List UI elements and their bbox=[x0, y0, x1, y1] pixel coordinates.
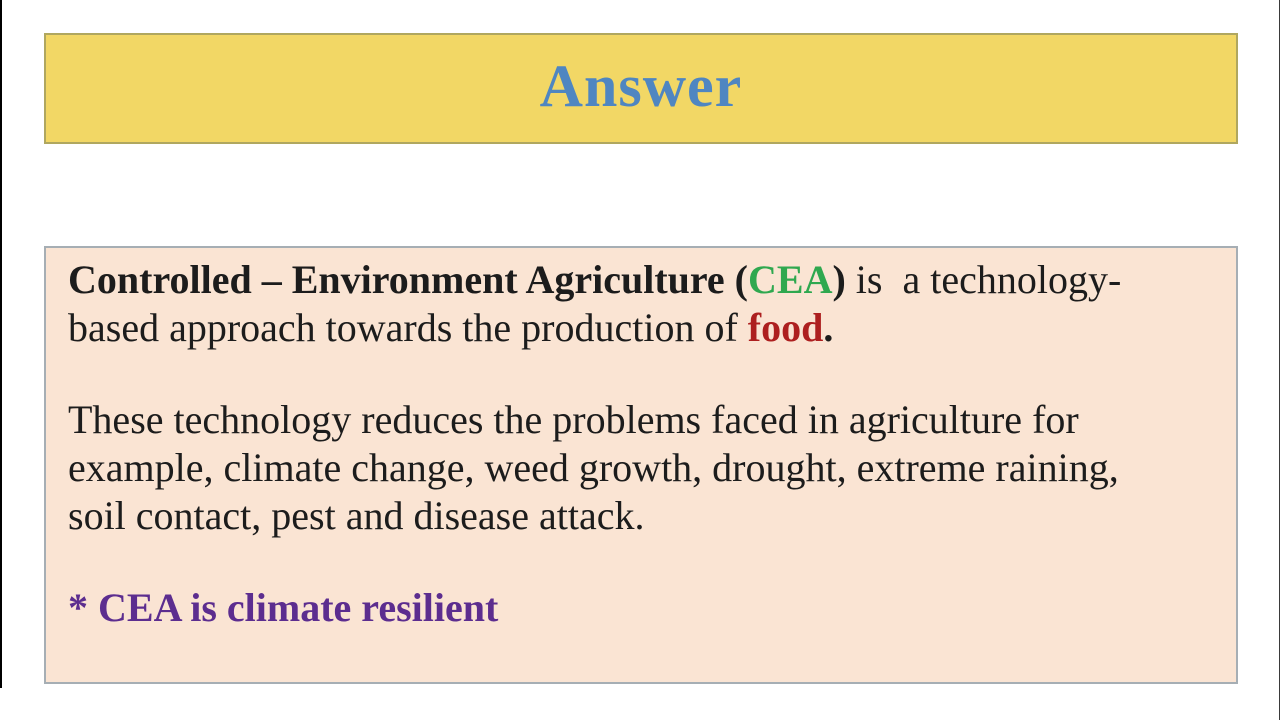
text-run: * CEA is climate resilient bbox=[68, 585, 499, 630]
paragraph: These technology reduces the problems fa… bbox=[68, 396, 1218, 540]
text-run: food bbox=[747, 305, 824, 350]
text-run: is a technology- bbox=[845, 257, 1122, 302]
paragraph: Controlled – Environment Agriculture (CE… bbox=[68, 256, 1218, 352]
frame-left-edge bbox=[0, 0, 2, 688]
text-line: based approach towards the production of… bbox=[68, 304, 1218, 352]
text-run: These technology reduces the problems fa… bbox=[68, 397, 1079, 442]
content-box: Controlled – Environment Agriculture (CE… bbox=[44, 246, 1238, 684]
text-run: soil contact, pest and disease attack. bbox=[68, 493, 645, 538]
text-run: ) bbox=[832, 257, 846, 302]
paragraph: * CEA is climate resilient bbox=[68, 584, 1218, 632]
text-line: example, climate change, weed growth, dr… bbox=[68, 444, 1218, 492]
text-run: Controlled – Environment Agriculture ( bbox=[68, 257, 748, 302]
text-line: Controlled – Environment Agriculture (CE… bbox=[68, 256, 1218, 304]
text-line: These technology reduces the problems fa… bbox=[68, 396, 1218, 444]
content-text: Controlled – Environment Agriculture (CE… bbox=[68, 256, 1218, 632]
text-line: soil contact, pest and disease attack. bbox=[68, 492, 1218, 540]
text-run: based approach towards the production of bbox=[68, 305, 748, 350]
text-run: CEA bbox=[748, 257, 833, 302]
text-line: * CEA is climate resilient bbox=[68, 584, 1218, 632]
page-title: Answer bbox=[539, 53, 743, 119]
text-run: example, climate change, weed growth, dr… bbox=[68, 445, 1119, 490]
text-run: . bbox=[823, 305, 834, 350]
answer-header-box: Answer bbox=[44, 33, 1238, 144]
